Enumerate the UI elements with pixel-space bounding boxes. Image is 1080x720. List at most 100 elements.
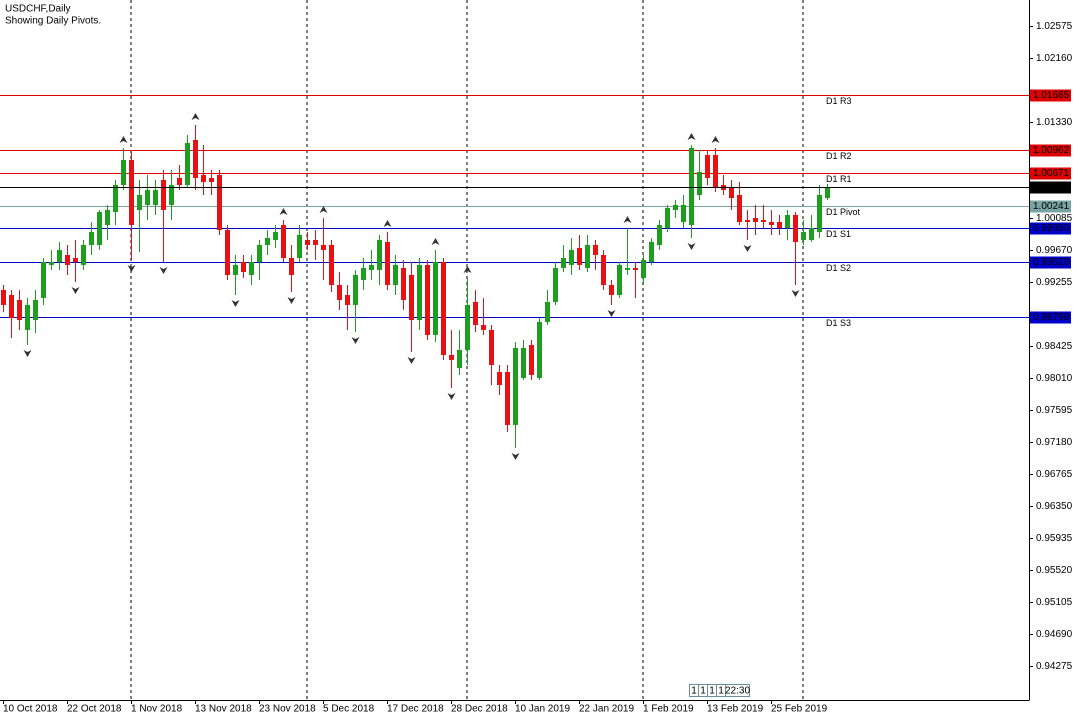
- candle-body: [441, 262, 446, 356]
- candle-body: [361, 267, 366, 280]
- fractal-down: [407, 357, 416, 365]
- candle-body: [513, 347, 518, 425]
- fractal-down: [127, 265, 136, 273]
- candle-body: [153, 189, 158, 205]
- fractal-down: [607, 309, 616, 317]
- candle-body: [313, 239, 318, 245]
- fractal-down: [71, 286, 80, 294]
- candle-body: [265, 237, 270, 245]
- candle-body: [81, 244, 86, 265]
- y-tick-label: 0.98425: [1036, 341, 1073, 352]
- candle-body: [161, 179, 166, 210]
- fractal-down: [743, 244, 752, 252]
- candle-body: [393, 264, 398, 285]
- candle-body: [785, 214, 790, 229]
- fractal-up: [687, 132, 696, 140]
- pivot-price-label: 0.99520: [1033, 257, 1070, 268]
- pivot-price-box: [1030, 167, 1071, 180]
- y-tick-label: 0.99670: [1036, 245, 1073, 256]
- status-text: 1: [718, 686, 724, 697]
- y-tick-label: 0.96765: [1036, 469, 1073, 480]
- y-tick-label: 1.01330: [1036, 117, 1073, 128]
- pivot-price-box: [1030, 144, 1071, 157]
- candle-body: [25, 304, 30, 330]
- candle-body: [673, 204, 678, 210]
- pivot-price-label: 1.00962: [1033, 145, 1070, 156]
- fractal-up: [119, 135, 128, 143]
- candle-body: [561, 258, 566, 268]
- candle-body: [281, 225, 286, 259]
- candle-body: [665, 207, 670, 229]
- candle-body: [457, 350, 462, 368]
- candle-body: [105, 209, 110, 226]
- pivot-price-box: [1030, 311, 1071, 324]
- fractal-up: [279, 207, 288, 215]
- candle-body: [481, 325, 486, 330]
- candle-body: [793, 214, 798, 242]
- candle-body: [17, 299, 22, 321]
- pivot-name: D1 S3: [826, 318, 851, 328]
- candle-body: [73, 258, 78, 263]
- fractal-down: [23, 349, 32, 357]
- fractal-down: [351, 336, 360, 344]
- candle-body: [729, 187, 734, 199]
- y-tick-label: 0.94690: [1036, 629, 1073, 640]
- candle-body: [801, 232, 806, 240]
- candle-body: [321, 244, 326, 250]
- candle-body: [577, 247, 582, 265]
- pivot-price-label: 0.98799: [1033, 312, 1070, 323]
- candle-body: [193, 139, 198, 178]
- chart-subtitle: Showing Daily Pivots.: [5, 16, 101, 27]
- candle-body: [225, 230, 230, 275]
- candle-body: [289, 258, 294, 275]
- candle-body: [657, 225, 662, 245]
- candle-body: [817, 195, 822, 233]
- candle-body: [41, 262, 46, 298]
- pivot-price-label: 1.00671: [1033, 168, 1070, 179]
- pivot-name: D1 R2: [826, 151, 852, 161]
- candle-body: [409, 274, 414, 321]
- status-text: 22:30: [725, 686, 750, 697]
- pivot-price-box: [1030, 222, 1071, 235]
- x-tick-label: 10 Oct 2018: [3, 704, 58, 715]
- candle-body: [497, 371, 502, 386]
- candle-body: [545, 301, 550, 323]
- fractal-down: [231, 300, 240, 308]
- candle-body: [169, 184, 174, 205]
- candle-body: [65, 255, 70, 265]
- candle-body: [553, 267, 558, 302]
- fractal-up: [463, 265, 472, 273]
- status-text: 1: [691, 686, 697, 697]
- fractal-down: [447, 393, 456, 401]
- candle-body: [449, 355, 454, 360]
- pivot-price-box: [1030, 89, 1071, 102]
- candle-body: [713, 154, 718, 188]
- pivot-price-label: 1.01685: [1033, 90, 1070, 101]
- x-tick-label: 22 Jan 2019: [579, 704, 634, 715]
- pivot-name: D1 Pivot: [826, 207, 861, 217]
- candle-body: [689, 147, 694, 226]
- candle-body: [345, 295, 350, 305]
- candle-body: [401, 267, 406, 300]
- candle-body: [385, 241, 390, 285]
- price-box: [1030, 181, 1071, 194]
- y-tick-label: 0.97180: [1036, 437, 1073, 448]
- candle-body: [505, 371, 510, 425]
- candle-body: [809, 228, 814, 240]
- candle-body: [57, 249, 62, 263]
- candle-body: [417, 264, 422, 321]
- pivot-price-box: [1030, 256, 1071, 269]
- candle-body: [425, 264, 430, 335]
- price-label: 1.00482: [1033, 182, 1070, 193]
- candle-body: [249, 262, 254, 275]
- fractal-down: [687, 242, 696, 250]
- candle-body: [601, 255, 606, 285]
- candle-body: [537, 322, 542, 378]
- candle-body: [33, 299, 38, 321]
- candle-body: [433, 262, 438, 335]
- candle-body: [217, 174, 222, 231]
- candles: [1, 112, 830, 461]
- candle-body: [761, 219, 766, 222]
- y-tick-label: 0.97595: [1036, 405, 1073, 416]
